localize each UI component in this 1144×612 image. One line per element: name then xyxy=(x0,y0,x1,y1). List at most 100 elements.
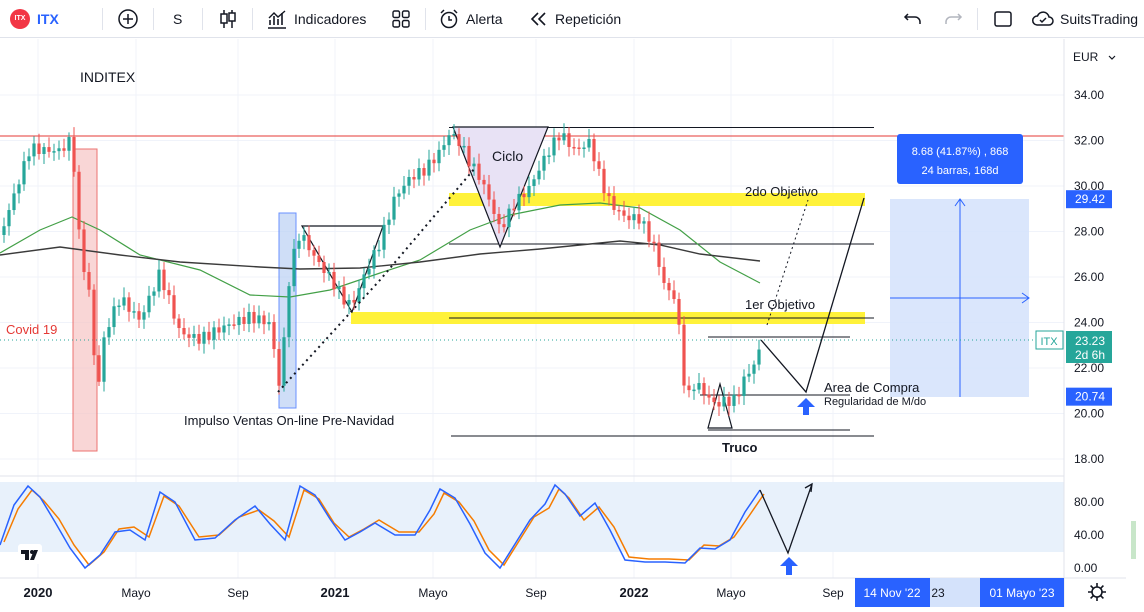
candle-body xyxy=(377,249,381,252)
candle-body xyxy=(137,311,141,320)
price-axis[interactable]: 34.00 32.00 30.00 28.00 26.00 24.00 22.00 20.00… xyxy=(1074,88,1104,466)
candle-body xyxy=(247,311,251,324)
settings-gear-icon[interactable] xyxy=(1088,583,1106,601)
symbol-tag xyxy=(1035,330,1064,350)
price-chart[interactable]: INDITEX Covid 19 Impulso Ventas On-line … xyxy=(0,39,1144,607)
candle-body xyxy=(657,242,661,267)
rewind-icon xyxy=(530,12,546,26)
candle-body xyxy=(202,331,206,344)
candle-body xyxy=(607,193,611,197)
candle-body xyxy=(22,161,26,185)
price-tick: 28.00 xyxy=(1074,225,1104,239)
toolbar-divider xyxy=(202,8,203,30)
interval-button[interactable]: S xyxy=(173,0,182,38)
area-compra-label: Area de Compra xyxy=(824,380,920,395)
objetivo2-band xyxy=(449,193,865,206)
candle-body xyxy=(702,383,706,395)
alert-button[interactable]: Alerta xyxy=(438,0,503,38)
candle-body xyxy=(47,147,51,152)
templates-button[interactable] xyxy=(392,0,410,38)
candle-body xyxy=(597,161,601,169)
candle-body xyxy=(477,163,481,180)
candle-body xyxy=(327,271,331,274)
candle-body xyxy=(237,316,241,326)
symbol-logo-icon: ITX xyxy=(10,9,30,29)
candle-body xyxy=(332,271,336,290)
replay-button[interactable]: Repetición xyxy=(530,0,621,38)
candle-body xyxy=(502,224,506,228)
account-button[interactable]: SuitsTrading xyxy=(1031,0,1138,38)
currency-label[interactable]: EUR xyxy=(1073,50,1099,64)
candle-body xyxy=(517,193,521,211)
candle-body xyxy=(97,355,101,382)
candle-body xyxy=(742,376,746,396)
undo-icon xyxy=(903,13,921,24)
time-axis[interactable]: 2020 Mayo Sep 2021 Mayo Sep 2022 Mayo Sep xyxy=(24,585,844,600)
symbol-selector[interactable]: ITX ITX xyxy=(10,0,59,38)
candle-body xyxy=(662,266,666,283)
price-tick: 30.00 xyxy=(1074,179,1104,193)
grid-icon xyxy=(392,10,410,28)
time-tick: 2020 xyxy=(24,585,53,600)
currency-chevron-icon[interactable] xyxy=(1108,55,1116,60)
indicators-icon xyxy=(268,10,286,29)
chart-area[interactable]: INDITEX Covid 19 Impulso Ventas On-line … xyxy=(0,39,1144,607)
candle-body xyxy=(467,145,471,167)
side-panel-edge[interactable] xyxy=(1126,521,1144,559)
candle-body xyxy=(447,135,451,146)
candle-body xyxy=(412,177,416,180)
candle-body xyxy=(587,138,591,148)
price-tick: 22.00 xyxy=(1074,361,1104,375)
candle-body xyxy=(652,241,656,244)
candle-body xyxy=(457,134,461,147)
candle-body xyxy=(167,290,171,296)
measure-arrowhead-right xyxy=(1021,292,1030,304)
candle-body xyxy=(527,185,531,198)
projection-dotted xyxy=(766,199,809,326)
impulso-label: Impulso Ventas On-line Pre-Navidad xyxy=(184,413,394,428)
alarm-clock-icon xyxy=(440,9,458,29)
fullscreen-button[interactable] xyxy=(993,0,1013,38)
candle-body xyxy=(387,219,391,225)
redo-button[interactable] xyxy=(943,0,963,38)
price-tick: 24.00 xyxy=(1074,316,1104,330)
candle-body xyxy=(687,385,691,391)
price-tick: 32.00 xyxy=(1074,134,1104,148)
current-price-box xyxy=(1066,331,1112,363)
osc-buy-arrow-icon xyxy=(780,557,798,575)
indicators-button[interactable]: Indicadores xyxy=(266,0,366,38)
candle-body xyxy=(92,289,96,356)
ma-green xyxy=(0,202,761,298)
buy-arrow-icon xyxy=(797,398,815,415)
ma-black xyxy=(0,240,761,270)
candle-body xyxy=(147,295,151,313)
candle-body xyxy=(307,235,311,251)
candle-body xyxy=(27,156,31,162)
oscillator-axis: 80.00 40.00 0.00 xyxy=(1074,495,1104,575)
compare-button[interactable] xyxy=(117,0,139,38)
candle-body xyxy=(287,286,291,338)
oscillator-projection xyxy=(759,483,813,555)
toolbar-divider xyxy=(425,8,426,30)
impulse-trendline xyxy=(277,167,476,393)
candle-body xyxy=(182,328,186,335)
candle-body xyxy=(257,315,261,324)
tradingview-logo xyxy=(18,544,42,564)
toolbar-divider xyxy=(977,8,978,30)
candle-body xyxy=(212,327,216,340)
candle-body xyxy=(462,145,466,148)
candle-body xyxy=(732,394,736,406)
undo-button[interactable] xyxy=(903,0,923,38)
time-tick: Sep xyxy=(822,586,844,600)
candle-body xyxy=(497,213,501,225)
candle-body xyxy=(12,193,16,211)
candle-body xyxy=(122,297,126,306)
candle-body xyxy=(452,134,456,136)
interval-label: S xyxy=(173,11,183,27)
time-tick: Sep xyxy=(227,586,249,600)
chart-type-button[interactable] xyxy=(218,0,238,38)
candle-body xyxy=(197,334,201,344)
candle-body xyxy=(537,170,541,180)
candle-body xyxy=(697,383,701,390)
date-label-start-box xyxy=(855,578,930,607)
